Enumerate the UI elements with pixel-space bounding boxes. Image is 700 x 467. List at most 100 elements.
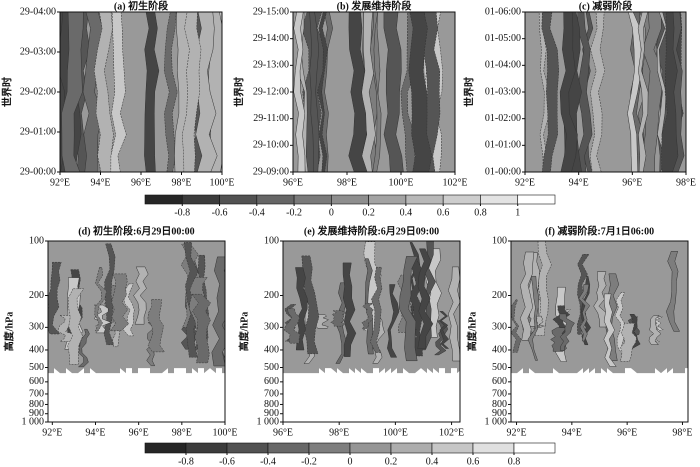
- x-tick-label: 100°E: [209, 177, 234, 188]
- y-tick-label: 1 000: [485, 416, 508, 427]
- colorbar-bin: [349, 442, 392, 454]
- y-axis-label: 世界时: [232, 77, 245, 107]
- x-tick-label: 100°E: [383, 427, 408, 438]
- y-tick-label: 600: [492, 376, 507, 387]
- contour-blob: [661, 12, 684, 172]
- colorbar-bin: [442, 194, 481, 205]
- x-tick-label: 96°E: [131, 177, 151, 188]
- x-tick-label: 96°E: [273, 427, 293, 438]
- y-tick-label: 29-14:00: [253, 33, 289, 44]
- y-axis-label: 高度/hPa: [2, 312, 15, 351]
- y-tick-label: 400: [492, 344, 507, 355]
- x-tick-label: 94°E: [562, 427, 582, 438]
- x-tick-label: 92°E: [515, 177, 535, 188]
- contour-blob: [666, 251, 681, 332]
- y-tick-label: 700: [264, 388, 279, 399]
- y-tick-label: 900: [29, 408, 44, 419]
- colorbar-tick-label: 0.2: [362, 207, 375, 218]
- y-tick-label: 01-00:00: [485, 166, 521, 177]
- colorbar-tick-label: 0.6: [437, 207, 450, 218]
- colorbar-tick-label: -0.6: [212, 207, 228, 218]
- colorbar-bin: [308, 442, 351, 454]
- x-tick-label: 92°E: [42, 427, 62, 438]
- contour-blob: [642, 12, 664, 172]
- y-axis-label: 高度/hPa: [465, 312, 478, 351]
- terrain-mask: [283, 368, 460, 422]
- terrain-mask: [511, 368, 688, 422]
- contour-blob: [348, 12, 368, 172]
- y-tick-label: 1 000: [257, 416, 280, 427]
- colorbar-bin: [267, 442, 310, 454]
- contour-blob: [342, 262, 357, 357]
- y-tick-label: 29-02:00: [20, 86, 56, 97]
- contour-blob: [309, 12, 320, 172]
- contour-blob: [387, 284, 400, 358]
- y-tick-label: 29-11:00: [253, 113, 289, 124]
- y-tick-label: 300: [29, 322, 44, 333]
- colorbar-bin: [219, 194, 258, 205]
- colorbar-tick-label: -0.2: [286, 207, 302, 218]
- colorbar-bin: [472, 442, 515, 454]
- contour-blob: [122, 283, 135, 337]
- contour-field: [60, 12, 222, 172]
- y-tick-label: 29-09:00: [253, 166, 289, 177]
- colorbar-bin: [517, 194, 556, 205]
- panel-title: (f) 减弱阶段:7月1日06:00: [545, 224, 654, 237]
- contour-blob: [330, 310, 348, 327]
- frame: [47, 240, 226, 423]
- colorbar-tick-label: 0.2: [385, 456, 398, 467]
- colorbar-bin: [181, 194, 220, 205]
- contour-blob: [133, 266, 149, 325]
- contour-blob: [448, 266, 460, 362]
- contour-blob: [181, 12, 202, 172]
- colorbar-tick-label: 1: [515, 207, 520, 218]
- y-tick-label: 700: [492, 388, 507, 399]
- colorbar-bin: [331, 194, 369, 205]
- colorbar-bin: [368, 194, 407, 205]
- y-tick-label: 29-00:00: [20, 166, 56, 177]
- contour-blob: [144, 12, 160, 172]
- y-tick-label: 300: [492, 322, 507, 333]
- terrain-mask: [48, 368, 225, 422]
- contour-field: [511, 241, 688, 422]
- contour-field: [48, 241, 225, 422]
- contour-blob: [163, 12, 178, 172]
- y-tick-label: 500: [29, 362, 44, 373]
- contour-blob: [295, 267, 308, 351]
- y-tick-label: 800: [264, 399, 279, 410]
- x-tick-label: 102°E: [439, 427, 464, 438]
- contour-blob: [527, 275, 540, 361]
- contour-blob: [511, 299, 522, 353]
- panel-title: (b) 发展维持阶段: [337, 0, 412, 12]
- contour-blob: [619, 322, 637, 362]
- y-tick-label: 300: [264, 322, 279, 333]
- contour-blob: [550, 327, 571, 352]
- contour-blob: [637, 12, 649, 172]
- contour-field: [293, 12, 455, 172]
- contour-blob: [61, 12, 84, 172]
- contour-blob: [67, 288, 85, 365]
- colorbar-bin: [293, 194, 332, 205]
- frame: [510, 240, 689, 423]
- x-tick-label: 100°E: [388, 177, 413, 188]
- frame: [282, 240, 461, 423]
- contour-blob: [93, 12, 115, 172]
- contour-blob: [361, 302, 374, 330]
- colorbar-tick-label: -0.4: [249, 207, 265, 218]
- colorbar-tick-label: 0.8: [474, 207, 487, 218]
- y-tick-label: 29-03:00: [20, 46, 56, 57]
- y-tick-label: 100: [29, 235, 44, 246]
- contour-blob: [147, 299, 165, 353]
- colorbar-bin: [144, 194, 183, 205]
- x-tick-label: 100°E: [212, 427, 237, 438]
- x-tick-label: 102°E: [442, 177, 467, 188]
- contour-blob: [191, 293, 211, 364]
- x-tick-label: 98°E: [171, 177, 191, 188]
- x-tick-label: 98°E: [672, 427, 692, 438]
- y-tick-label: 500: [492, 362, 507, 373]
- contour-blob: [672, 12, 685, 172]
- x-tick-label: 98°E: [172, 427, 192, 438]
- contour-blob: [541, 12, 560, 172]
- colorbar-bin: [431, 442, 474, 454]
- contour-blob: [578, 284, 591, 342]
